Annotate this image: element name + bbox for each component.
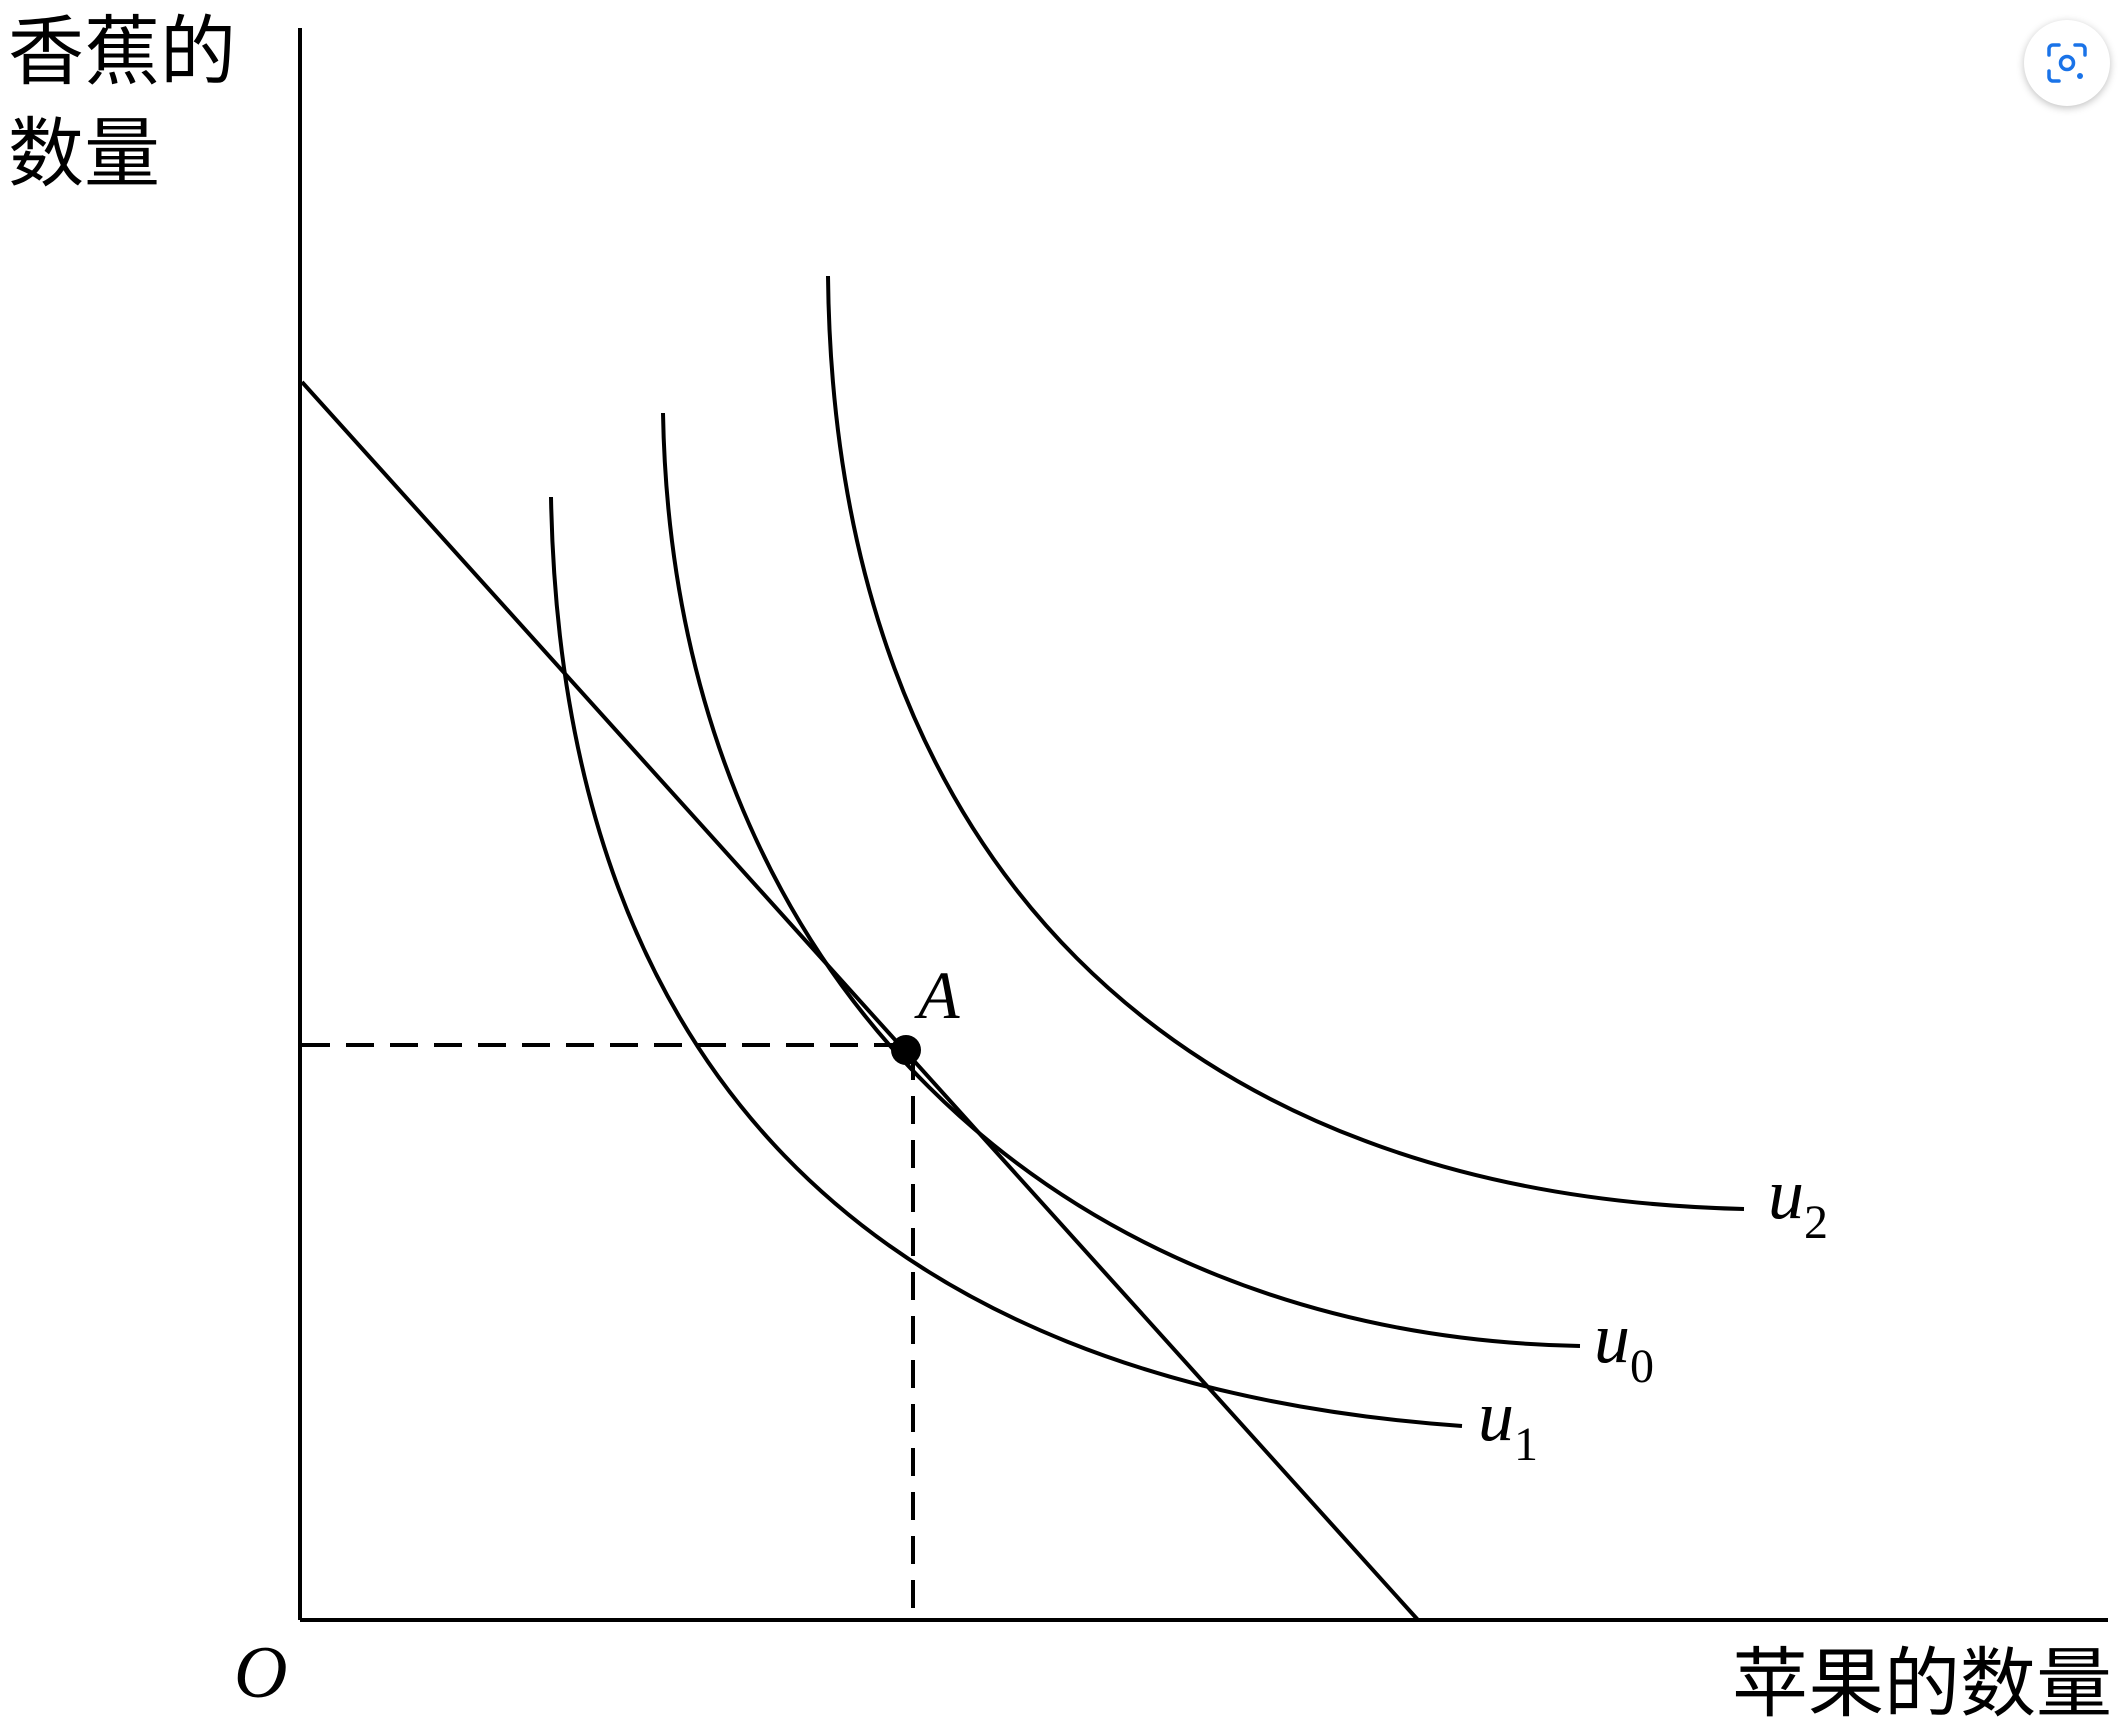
y-axis-label-line2: 数量 (8, 109, 160, 198)
curve-letter-u0: u (1594, 1298, 1630, 1378)
origin-label: O (234, 1632, 287, 1714)
visual-search-button[interactable] (2024, 20, 2110, 106)
curve-label-u1: u1 (1478, 1376, 1538, 1471)
point-a-label: A (914, 957, 960, 1033)
visual-search-icon (2047, 43, 2087, 83)
curve-letter-u1: u (1478, 1376, 1514, 1456)
curve-label-u2: u2 (1768, 1154, 1828, 1249)
curve-subscript-u2: 2 (1804, 1196, 1828, 1249)
x-axis-label: 苹果的数量 (1732, 1639, 2112, 1728)
tangency-point-a (891, 1035, 921, 1065)
y-axis-label-line1: 香蕉的 (8, 7, 236, 96)
curve-label-u0: u0 (1594, 1298, 1654, 1393)
indifference-curve-u0 (661, 412, 1581, 1348)
indifference-curve-u2 (826, 275, 1745, 1211)
curve-subscript-u1: 1 (1514, 1418, 1538, 1471)
budget-line (300, 380, 1420, 1622)
curve-subscript-u0: 0 (1630, 1340, 1654, 1393)
indifference-curve-u1 (549, 496, 1463, 1428)
curve-letter-u2: u (1768, 1154, 1804, 1234)
